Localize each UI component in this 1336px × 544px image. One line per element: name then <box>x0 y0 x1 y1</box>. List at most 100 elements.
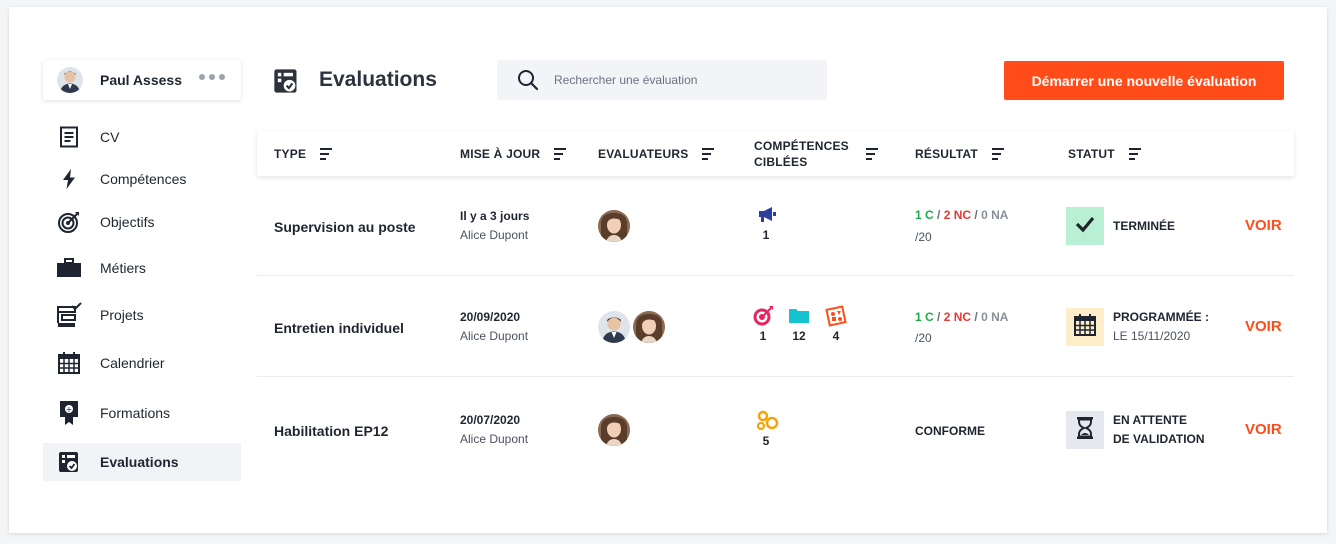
result-summary: 1 C / 2 NC / 0 NA <box>915 310 1008 324</box>
shape-badge-icon <box>825 305 847 327</box>
evaluation-type: Supervision au poste <box>274 219 416 235</box>
view-link[interactable]: VOIR <box>1245 421 1282 438</box>
column-label: EVALUATEURS <box>598 146 689 161</box>
status-badge <box>1066 207 1104 245</box>
user-profile[interactable]: Paul Assess <box>43 60 241 100</box>
skill-folder[interactable]: 12 <box>784 305 814 343</box>
column-result[interactable]: RÉSULTAT <box>915 131 1006 176</box>
document-icon <box>56 124 82 150</box>
skill-gears[interactable]: 5 <box>751 410 781 448</box>
view-link[interactable]: VOIR <box>1245 318 1282 335</box>
result-separator: / <box>971 208 982 222</box>
column-updated[interactable]: MISE À JOUR <box>460 131 568 176</box>
sidebar-item-label: Evaluations <box>100 454 179 470</box>
sidebar-item-evaluations[interactable]: Evaluations <box>43 443 241 481</box>
updated-by: Alice Dupont <box>460 228 529 242</box>
sort-icon[interactable] <box>1128 147 1143 161</box>
projects-checklist-icon <box>56 302 82 328</box>
calendar-icon <box>56 350 82 376</box>
result-noncompliant: 2 NC <box>943 310 972 324</box>
sidebar-item-metiers[interactable]: Métiers <box>43 249 241 287</box>
sort-icon[interactable] <box>702 147 716 161</box>
sort-icon[interactable] <box>865 147 880 161</box>
updated-by: Alice Dupont <box>460 329 529 343</box>
hourglass-icon <box>1074 416 1096 445</box>
skill-count: 5 <box>762 434 770 448</box>
status-line: DE VALIDATION <box>1113 432 1205 446</box>
view-link[interactable]: VOIR <box>1245 217 1282 234</box>
updated-by: Alice Dupont <box>460 432 529 446</box>
result-total: /20 <box>915 331 932 345</box>
column-label: COMPÉTENCES CIBLÉES <box>754 138 849 170</box>
sidebar-item-label: Métiers <box>100 260 146 276</box>
table-row[interactable]: Habilitation EP12 20/07/2020 Alice Dupon… <box>257 380 1294 480</box>
status-badge <box>1066 308 1104 346</box>
sort-icon[interactable] <box>991 147 1006 161</box>
sort-icon[interactable] <box>320 147 334 161</box>
updated-date: 20/07/2020 <box>460 413 521 427</box>
gears-icon <box>755 410 779 432</box>
status-date: LE 15/11/2020 <box>1113 329 1191 343</box>
search-icon[interactable] <box>517 69 539 91</box>
sidebar-item-label: Calendrier <box>100 355 165 371</box>
search-input[interactable] <box>554 71 804 89</box>
sidebar-item-objectifs[interactable]: Objectifs <box>43 203 241 241</box>
evaluation-type: Habilitation EP12 <box>274 423 389 439</box>
target-icon <box>752 305 774 327</box>
table-row[interactable]: Entretien individuel 20/09/2020 Alice Du… <box>257 277 1294 377</box>
sidebar-item-label: Objectifs <box>100 214 155 230</box>
status-badge <box>1066 411 1104 449</box>
evaluation-icon <box>56 449 82 475</box>
briefcase-icon <box>56 255 82 281</box>
status-label: TERMINÉE <box>1113 219 1176 233</box>
evaluation-type: Entretien individuel <box>274 320 404 336</box>
result-na: 0 NA <box>981 310 1009 324</box>
avatar[interactable] <box>633 311 665 343</box>
status-line: PROGRAMMÉE : <box>1113 310 1209 324</box>
skill-badge[interactable]: 4 <box>821 305 851 343</box>
sidebar-item-label: CV <box>100 129 120 145</box>
column-label-line: CIBLÉES <box>754 154 808 169</box>
skill-target[interactable]: 1 <box>751 204 781 242</box>
column-label: STATUT <box>1068 146 1115 161</box>
search-bar[interactable] <box>497 60 827 100</box>
skill-count: 1 <box>759 329 767 343</box>
avatar[interactable] <box>598 311 630 343</box>
folder-icon <box>788 305 810 327</box>
avatar[interactable] <box>598 210 630 242</box>
start-new-evaluation-button[interactable]: Démarrer une nouvelle évaluation <box>1004 61 1284 100</box>
svg-text:+: + <box>66 405 73 414</box>
user-name: Paul Assess <box>100 72 182 88</box>
skill-target[interactable]: 1 <box>748 305 778 343</box>
skill-count: 4 <box>832 329 840 343</box>
status-label: EN ATTENTE DE VALIDATION <box>1113 411 1205 449</box>
column-label: RÉSULTAT <box>915 146 978 161</box>
avatar[interactable] <box>598 414 630 446</box>
column-label-line: COMPÉTENCES <box>754 138 849 153</box>
sidebar-item-projets[interactable]: Projets <box>43 296 241 334</box>
sidebar-item-calendrier[interactable]: Calendrier <box>43 344 241 382</box>
sidebar-item-label: Formations <box>100 405 171 421</box>
column-skills[interactable]: COMPÉTENCES CIBLÉES <box>754 131 880 176</box>
result-compliant: 1 C <box>915 208 934 222</box>
result-separator: / <box>933 208 944 222</box>
table-row[interactable]: Supervision au poste Il y a 3 jours Alic… <box>257 176 1294 276</box>
column-status[interactable]: STATUT <box>1068 131 1143 176</box>
result-text: CONFORME <box>915 424 985 438</box>
column-evaluators[interactable]: EVALUATEURS <box>598 131 716 176</box>
result-na: 0 NA <box>981 208 1009 222</box>
checkmark-icon <box>1074 213 1096 240</box>
column-type[interactable]: TYPE <box>274 131 334 176</box>
sidebar-item-competences[interactable]: Compétences <box>43 160 241 198</box>
sidebar-item-formations[interactable]: + Formations <box>43 394 241 432</box>
lightning-icon <box>56 166 82 192</box>
page-title: Evaluations <box>319 68 437 91</box>
updated-date: 20/09/2020 <box>460 310 521 324</box>
user-avatar <box>57 67 83 93</box>
certificate-icon: + <box>56 400 82 426</box>
more-dots-icon[interactable] <box>199 74 225 80</box>
result-summary: 1 C / 2 NC / 0 NA <box>915 208 1008 222</box>
sort-icon[interactable] <box>554 147 568 161</box>
updated-date: Il y a 3 jours <box>460 209 530 223</box>
sidebar-item-cv[interactable]: CV <box>43 118 241 156</box>
